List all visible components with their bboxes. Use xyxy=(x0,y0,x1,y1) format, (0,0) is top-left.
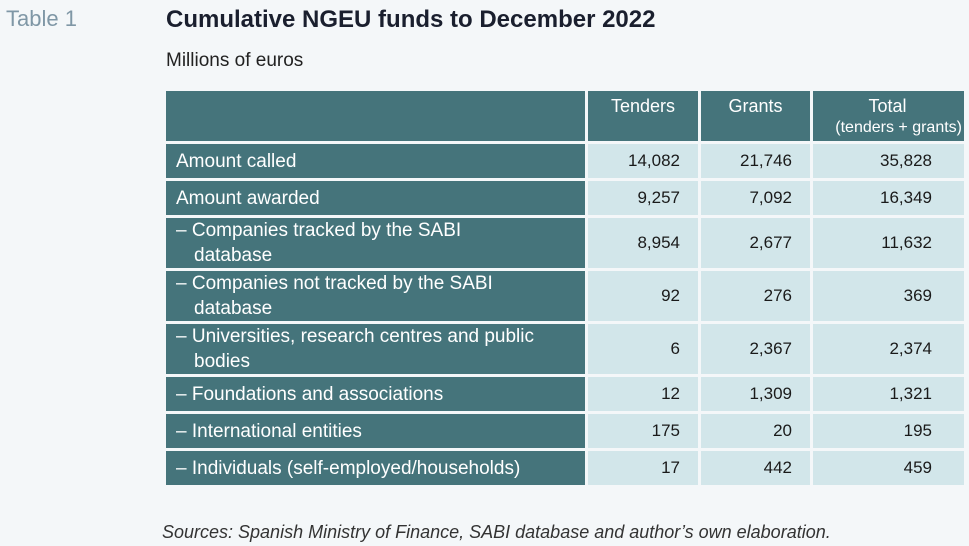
cell-total: 195 xyxy=(813,414,964,448)
cell-total: 459 xyxy=(813,451,964,485)
row-label: – Foundations and associations xyxy=(166,377,585,411)
row-label: Amount called xyxy=(166,144,585,178)
cell-grants: 21,746 xyxy=(701,144,810,178)
row-label: – Universities, research centres and pub… xyxy=(166,324,585,374)
column-header-total: Total (tenders + grants) xyxy=(813,91,964,141)
row-label: Amount awarded xyxy=(166,181,585,215)
row-label-text: Amount awarded xyxy=(176,187,320,209)
table-subtitle: Millions of euros xyxy=(166,50,304,71)
table-title: Cumulative NGEU funds to December 2022 xyxy=(166,6,656,33)
table-row: – Companies not tracked by the SABI data… xyxy=(166,271,964,321)
row-label-text-continued: database xyxy=(194,298,273,319)
cell-tenders: 14,082 xyxy=(588,144,698,178)
cell-total: 1,321 xyxy=(813,377,964,411)
table-row: – Universities, research centres and pub… xyxy=(166,324,964,374)
cell-grants: 2,367 xyxy=(701,324,810,374)
row-label: – International entities xyxy=(166,414,585,448)
row-label: – Companies not tracked by the SABI data… xyxy=(166,271,585,321)
cell-tenders: 12 xyxy=(588,377,698,411)
cell-tenders: 175 xyxy=(588,414,698,448)
table-number-label: Table 1 xyxy=(6,6,77,31)
table-row: – Individuals (self-employed/households)… xyxy=(166,451,964,485)
row-label-text: – Companies tracked by the SABI xyxy=(176,220,462,241)
cell-grants: 2,677 xyxy=(701,218,810,268)
cell-total: 16,349 xyxy=(813,181,964,215)
cell-grants: 7,092 xyxy=(701,181,810,215)
column-header-tenders: Tenders xyxy=(588,91,698,141)
header-row: Tenders Grants Total (tenders + grants) xyxy=(166,91,964,141)
column-header-total-line2: (tenders + grants) xyxy=(835,119,962,136)
table-row: Amount awarded 9,257 7,092 16,349 xyxy=(166,181,964,215)
cell-total: 11,632 xyxy=(813,218,964,268)
row-label-text-continued: bodies xyxy=(194,351,250,372)
cell-grants: 1,309 xyxy=(701,377,810,411)
ngeu-funds-table: Tenders Grants Total (tenders + grants) … xyxy=(163,88,967,488)
sources-note: Sources: Spanish Ministry of Finance, SA… xyxy=(162,522,831,542)
cell-total: 2,374 xyxy=(813,324,964,374)
row-label-text: – Individuals (self-employed/households) xyxy=(176,457,521,479)
table-row: Amount called 14,082 21,746 35,828 xyxy=(166,144,964,178)
row-label-text: – Foundations and associations xyxy=(176,383,444,405)
cell-grants: 442 xyxy=(701,451,810,485)
cell-grants: 276 xyxy=(701,271,810,321)
column-header-total-line1: Total xyxy=(868,96,907,116)
cell-tenders: 9,257 xyxy=(588,181,698,215)
row-label-text: Amount called xyxy=(176,150,297,172)
column-header-grants: Grants xyxy=(701,91,810,141)
row-label-text-continued: database xyxy=(194,245,273,266)
cell-total: 35,828 xyxy=(813,144,964,178)
cell-tenders: 17 xyxy=(588,451,698,485)
row-label-text: – International entities xyxy=(176,420,362,442)
cell-tenders: 8,954 xyxy=(588,218,698,268)
table-row: – Foundations and associations 12 1,309 … xyxy=(166,377,964,411)
table-row: – Companies tracked by the SABI database… xyxy=(166,218,964,268)
cell-tenders: 92 xyxy=(588,271,698,321)
cell-grants: 20 xyxy=(701,414,810,448)
row-label-text: – Universities, research centres and pub… xyxy=(176,326,535,347)
row-label-text: – Companies not tracked by the SABI xyxy=(176,273,493,294)
cell-total: 369 xyxy=(813,271,964,321)
header-blank-cell xyxy=(166,91,585,141)
row-label: – Companies tracked by the SABI database xyxy=(166,218,585,268)
cell-tenders: 6 xyxy=(588,324,698,374)
row-label: – Individuals (self-employed/households) xyxy=(166,451,585,485)
table-row: – International entities 175 20 195 xyxy=(166,414,964,448)
